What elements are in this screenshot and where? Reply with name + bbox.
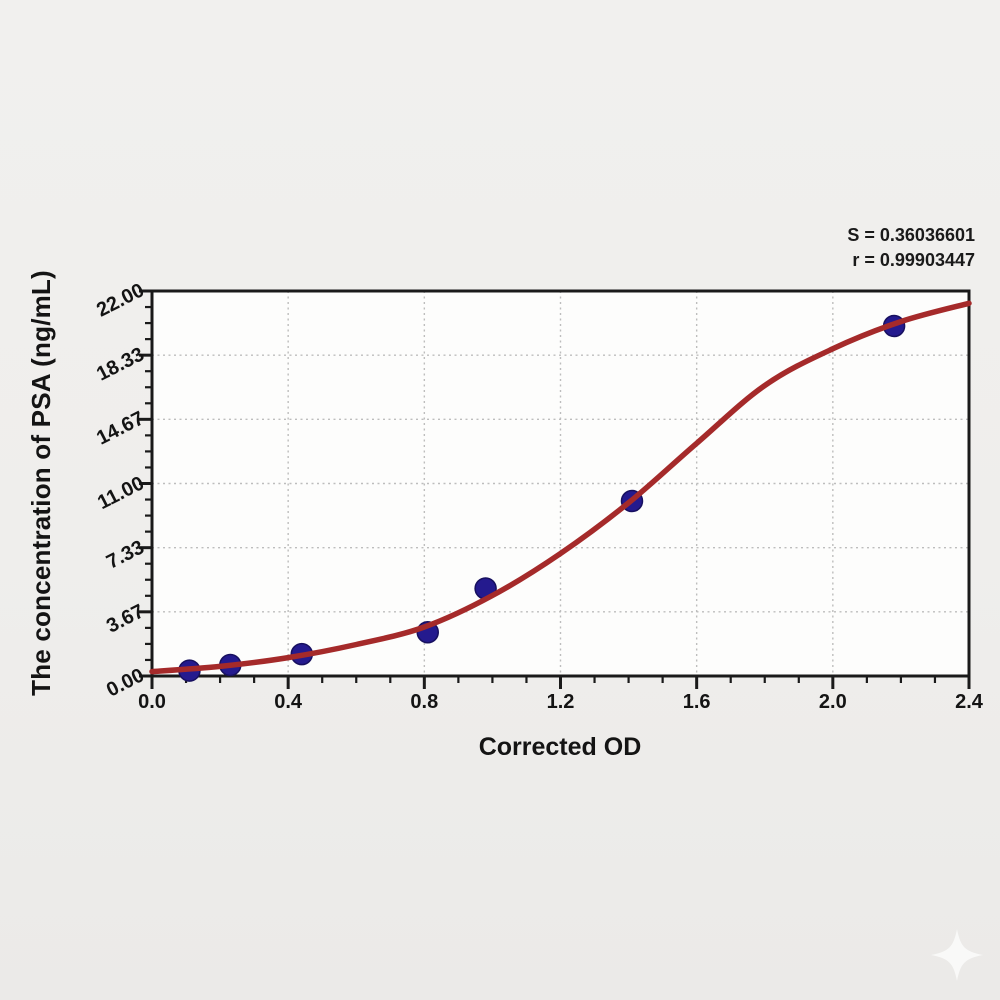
y-axis-title: The concentration of PSA (ng/mL) bbox=[26, 270, 56, 696]
fit-statistic-r: r = 0.99903447 bbox=[852, 250, 975, 270]
sparkle-star-icon bbox=[931, 929, 983, 981]
x-tick-label: 2.0 bbox=[818, 691, 847, 713]
x-tick-label: 0.4 bbox=[274, 691, 303, 713]
x-tick-label: 0.0 bbox=[138, 691, 166, 713]
x-tick-label: 1.6 bbox=[682, 691, 711, 713]
fit-statistic-s: S = 0.36036601 bbox=[847, 225, 975, 245]
x-tick-label: 0.8 bbox=[410, 691, 439, 713]
x-tick-label: 1.2 bbox=[546, 691, 575, 713]
fit-statistics: S = 0.36036601 r = 0.99903447 bbox=[847, 223, 975, 273]
fit-curve bbox=[149, 300, 972, 675]
x-axis-title: Corrected OD bbox=[478, 733, 642, 761]
plot-frame bbox=[150, 289, 971, 678]
x-tick-label: 2.4 bbox=[955, 691, 983, 713]
